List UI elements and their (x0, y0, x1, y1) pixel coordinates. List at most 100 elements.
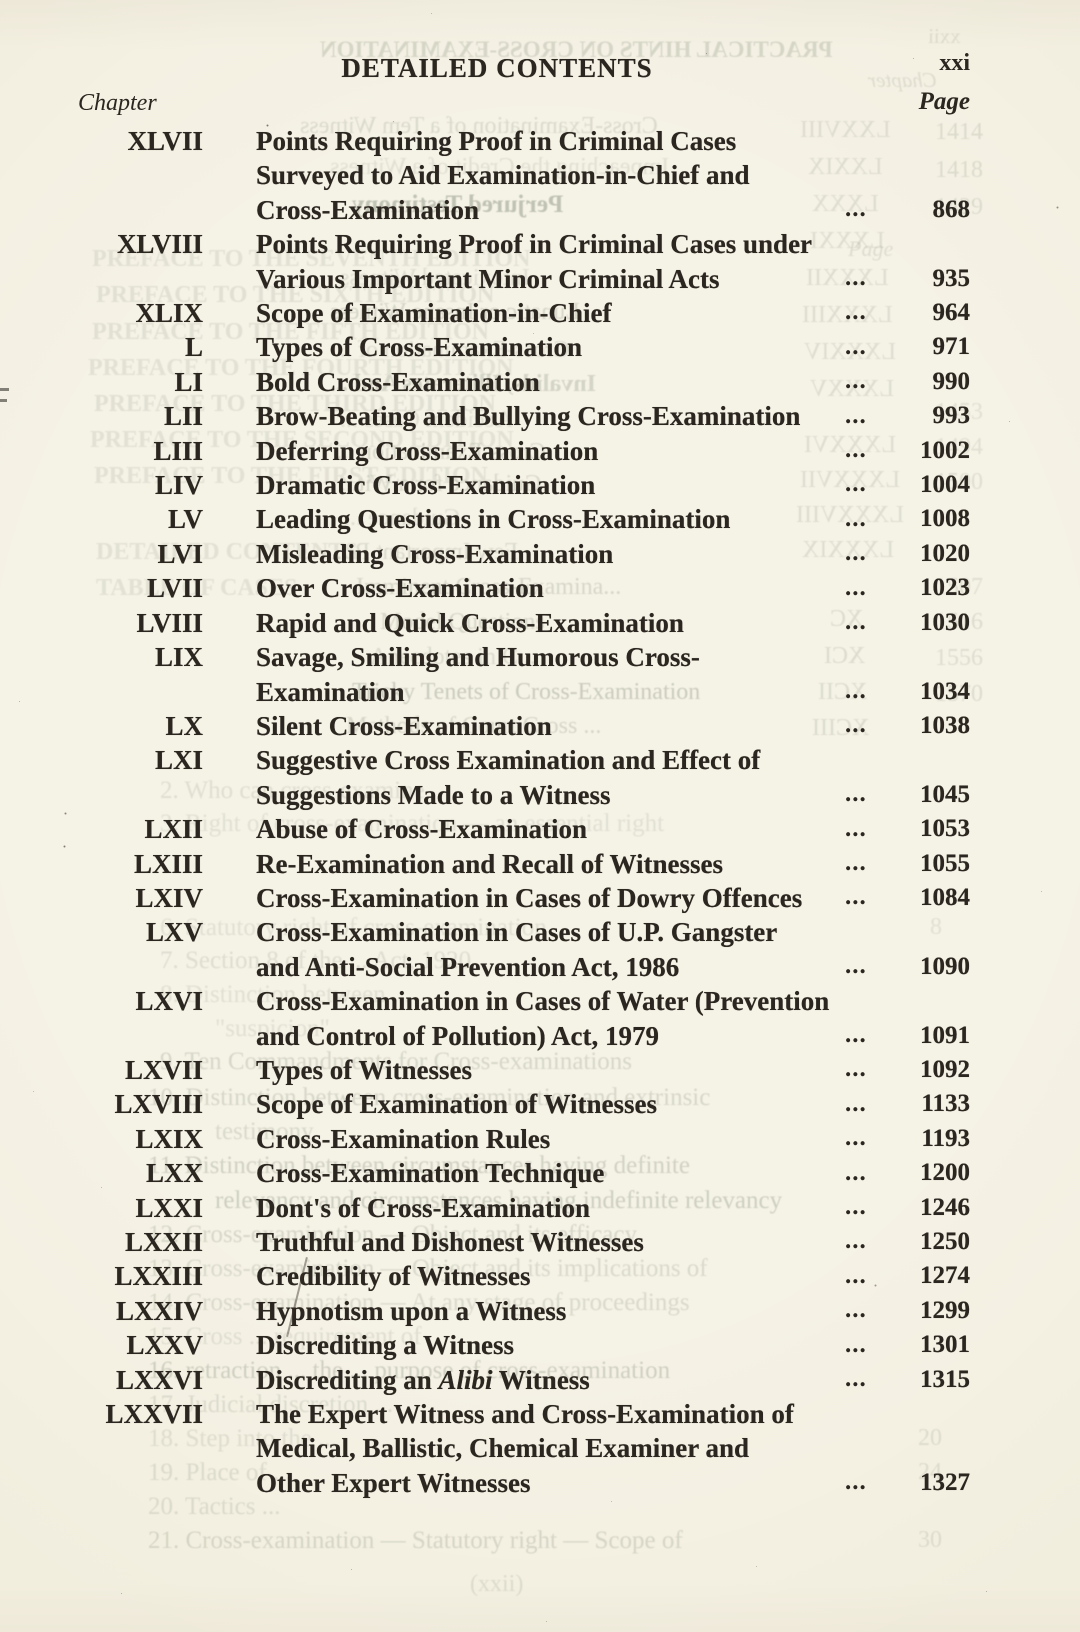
title-line: Cross-Examination (256, 194, 480, 225)
chapter-numeral: LVIII (136, 607, 203, 638)
dot-leader: ... (845, 780, 867, 808)
dot-leader: ... (845, 539, 867, 567)
chapter-numeral: LXI (154, 745, 203, 776)
chapter-title: Scope of Examination-in-Chief (256, 296, 840, 330)
page-number: 1193 (921, 1124, 970, 1152)
title-line: Cross-Examination Technique (256, 1158, 605, 1189)
chapter-title: Abuse of Cross-Examination (256, 812, 840, 846)
page-number: 964 (932, 299, 971, 327)
ghost-bleedthrough-text: 10. Distinction between cross-examinatio… (148, 1084, 711, 1111)
chapter-title: Over Cross-Examination (256, 571, 840, 605)
toc-entry: LXV Cross-Examination in Cases of U.P. G… (0, 915, 970, 984)
toc-entry: LXXVI Discrediting an Alibi Witness ... … (0, 1363, 970, 1397)
chapter-numeral: LXIV (135, 882, 203, 913)
ghost-bleedthrough-text: 1414 (935, 119, 983, 145)
dot-leader: ... (845, 1261, 867, 1289)
ghost-bleedthrough-text: PREFACE TO THE FIFTH EDITION (92, 319, 489, 345)
chapter-title: Dont's of Cross-Examination (256, 1191, 840, 1225)
dot-leader: ... (845, 1158, 867, 1186)
ghost-bleedthrough-text: 13. Cross-examination — Object and its i… (148, 1255, 708, 1282)
ghost-bleedthrough-text: (xxii) (470, 1571, 524, 1597)
title-line: Cross-Examination Rules (256, 1123, 551, 1154)
dot-leader: ... (845, 436, 867, 464)
page-number: 1045 (920, 780, 970, 808)
ghost-bleedthrough-text: PREFACE TO THE FOURTH EDITION (88, 355, 514, 381)
chapter-numeral: LVI (157, 538, 203, 569)
chapter-title: Credibility of Witnesses (256, 1259, 840, 1293)
table-of-contents: XLVII Points Requiring Proof in Criminal… (0, 124, 970, 1500)
title-line: Deferring Cross-Examination (256, 435, 599, 466)
ghost-bleedthrough-text: Methods of Court Cross ... (346, 713, 602, 739)
toc-entry: XLIX Scope of Examination-in-Chief ... 9… (0, 296, 970, 330)
toc-entry: LXVII Types of Witnesses ... 1092 (0, 1053, 970, 1087)
toc-entry: LXXII Truthful and Dishonest Witnesses .… (0, 1225, 970, 1259)
chapter-numeral: LIV (154, 470, 203, 501)
dot-leader: ... (845, 814, 867, 842)
chapter-title: Discrediting a Witness (256, 1328, 840, 1362)
page-number: 1250 (920, 1228, 970, 1255)
chapter-numeral: LXVIII (114, 1089, 203, 1120)
dot-leader: ... (845, 264, 867, 292)
chapter-title: Silent Cross-Examination (256, 709, 840, 743)
title-line: Suggestive Cross Examination and Effect … (256, 745, 761, 776)
ghost-bleedthrough-text: DETAILED CONTENTS (96, 539, 358, 565)
page-number: 1299 (920, 1296, 970, 1324)
chapter-numeral: LIII (153, 435, 203, 466)
toc-entry: L Types of Cross-Examination ... 971 (0, 330, 970, 364)
chapter-numeral: XLIX (135, 298, 203, 329)
dot-leader: ... (845, 848, 867, 876)
ghost-bleedthrough-text: TABLE OF CASES (96, 575, 298, 601)
title-line: Types of Witnesses (256, 1054, 473, 1085)
title-line: Dont's of Cross-Examination (256, 1192, 591, 1223)
title-line: Rapid and Quick Cross-Examination (256, 607, 684, 638)
title-line: and Control of Pollution) Act, 1979 (256, 1020, 660, 1051)
ghost-bleedthrough-text: 14. Cross-examination — At any stage of … (148, 1289, 690, 1316)
chapter-numeral: LV (167, 504, 203, 535)
title-line: Re-Examination and Recall of Witnesses (256, 848, 724, 879)
title-line: Cross-Examination in Cases of Water (Pre… (256, 986, 830, 1017)
toc-entry: XLVII Points Requiring Proof in Criminal… (0, 124, 970, 227)
title-line: Credibility of Witnesses (256, 1261, 531, 1292)
title-line: Scope of Examination of Witnesses (256, 1089, 658, 1120)
toc-entry: LV Leading Questions in Cross-Examinatio… (0, 502, 970, 536)
ghost-bleedthrough-text: 20 (918, 1425, 942, 1451)
ghost-bleedthrough-text: 11. Distinction between circumstances ha… (148, 1152, 690, 1179)
page-number: 971 (932, 333, 971, 361)
chapter-title: Savage, Smiling and Humorous Cross- Exami… (256, 640, 840, 709)
dot-leader: ... (845, 332, 867, 360)
dot-leader: ... (845, 195, 867, 223)
ghost-bleedthrough-text: 1453 (935, 399, 983, 425)
ghost-bleedthrough-text: Imminent Cross-Examina... (356, 574, 622, 600)
ghost-bleedthrough-text: 1494 (935, 434, 983, 460)
page-number: 935 (932, 264, 971, 292)
page-number: 868 (932, 195, 971, 223)
toc-entry: LXIV Cross-Examination in Cases of Dowry… (0, 881, 970, 915)
toc-entry: LIII Deferring Cross-Examination ... 100… (0, 434, 970, 468)
title-line: Examination (256, 676, 405, 707)
ghost-bleedthrough-text: 8. Distinction between ... (160, 981, 411, 1008)
chapter-title: Misleading Cross-Examination (256, 537, 840, 571)
toc-entry: LXII Abuse of Cross-Examination ... 1053 (0, 812, 970, 846)
ghost-bleedthrough-text: 1516 (935, 609, 983, 635)
title-line: and Anti-Social Prevention Act, 1986 (256, 951, 680, 982)
dot-leader: ... (845, 883, 867, 911)
title-line: Bold Cross-Examination (256, 366, 540, 397)
ghost-bleedthrough-text: PREFACE TO THE FIRST EDITION (94, 463, 488, 489)
ghost-bleedthrough-text: 19. Place of ... (148, 1459, 292, 1486)
title-line: Brow-Beating and Bullying Cross-Examinat… (256, 401, 801, 432)
chapter-title: Re-Examination and Recall of Witnesses (256, 847, 840, 881)
title-line: Various Important Minor Criminal Acts (256, 263, 720, 294)
ghost-bleedthrough-text: 9. Ten Commandments for Cross-examinatio… (160, 1048, 633, 1075)
toc-entry: LXIII Re-Examination and Recall of Witne… (0, 847, 970, 881)
dot-leader: ... (845, 470, 867, 498)
chapter-numeral: LVII (146, 573, 203, 604)
ghost-bleedthrough-text: 1429 (935, 194, 983, 220)
folio-number: xxi (939, 50, 970, 76)
ghost-bleedthrough-text: PREFACE TO THE SIXTH EDITION (96, 282, 495, 308)
page-column-label: Page (918, 88, 970, 115)
title-line: Surveyed to Aid Examination-in-Chief and (256, 160, 750, 191)
ghost-bleedthrough-text: relevancy and circumstances having indef… (215, 1187, 783, 1214)
toc-entry: LXXIII Credibility of Witnesses ... 1274 (0, 1259, 970, 1293)
dot-leader: ... (845, 573, 867, 601)
